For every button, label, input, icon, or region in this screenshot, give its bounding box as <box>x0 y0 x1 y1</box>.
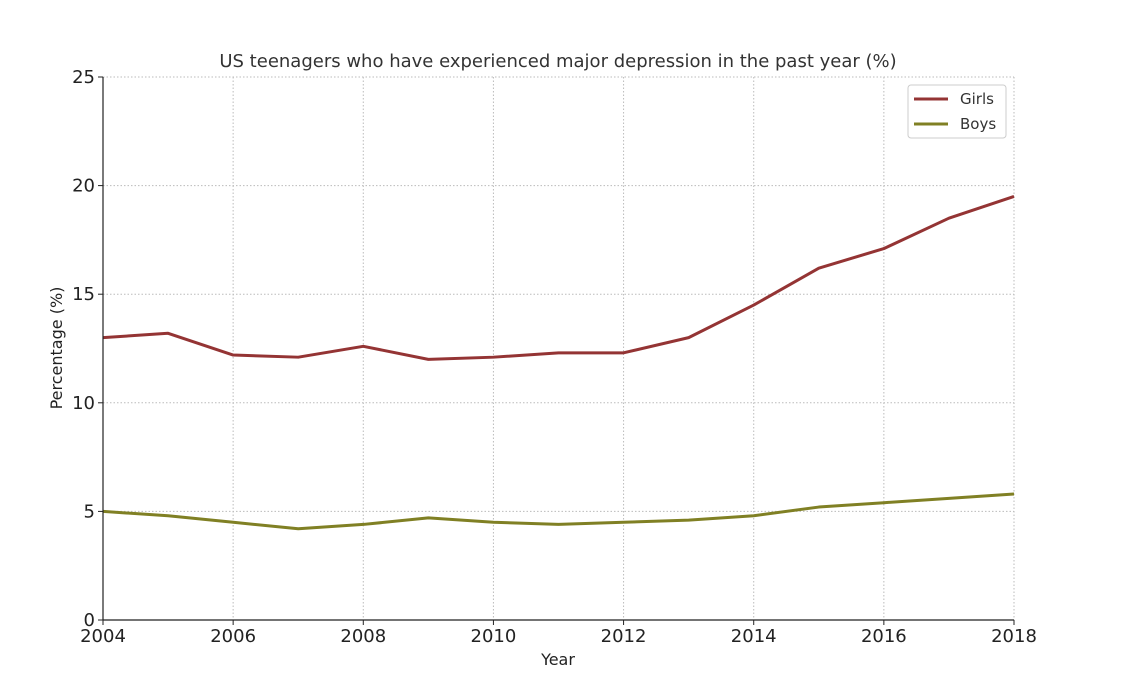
x-tick-label: 2016 <box>861 626 907 647</box>
y-tick-label: 25 <box>72 67 95 88</box>
x-tick-label: 2018 <box>991 626 1037 647</box>
series-lines <box>102 195 1015 531</box>
chart-title: US teenagers who have experienced major … <box>219 51 896 72</box>
x-tick-label: 2006 <box>210 626 256 647</box>
x-tick-label: 2008 <box>340 626 386 647</box>
y-tick-label: 5 <box>84 501 95 522</box>
legend-label: Girls <box>960 90 994 108</box>
legend: Girls Boys <box>907 84 1007 139</box>
y-tick-label: 20 <box>72 176 95 197</box>
x-tick-label: 2012 <box>601 626 647 647</box>
x-axis-label: Year <box>540 650 575 669</box>
y-tick-label: 10 <box>72 393 95 414</box>
x-tick-label: 2004 <box>80 626 126 647</box>
series-line-girls <box>102 195 1015 361</box>
x-tick-label: 2014 <box>731 626 777 647</box>
series-line-boys <box>102 492 1015 531</box>
y-tick-label: 15 <box>72 284 95 305</box>
y-axis-label: Percentage (%) <box>47 287 66 410</box>
y-tick-label: 0 <box>84 610 95 631</box>
legend-label: Boys <box>960 115 996 133</box>
grid <box>102 76 1015 621</box>
x-tick-label: 2010 <box>471 626 517 647</box>
ticks: 2004 2006 2008 2010 2012 2014 2016 2018 0 5 10 15 20… <box>72 67 1037 647</box>
